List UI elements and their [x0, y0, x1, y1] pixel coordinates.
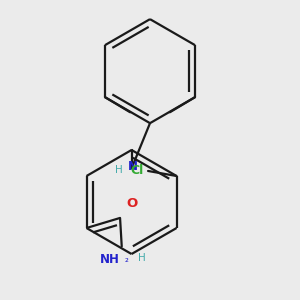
- Text: Cl: Cl: [131, 164, 144, 177]
- Text: H: H: [115, 165, 123, 175]
- Text: NH: NH: [100, 253, 120, 266]
- Text: O: O: [126, 196, 137, 210]
- Text: N: N: [128, 160, 138, 173]
- Text: H: H: [138, 253, 146, 262]
- Text: ₂: ₂: [125, 254, 129, 264]
